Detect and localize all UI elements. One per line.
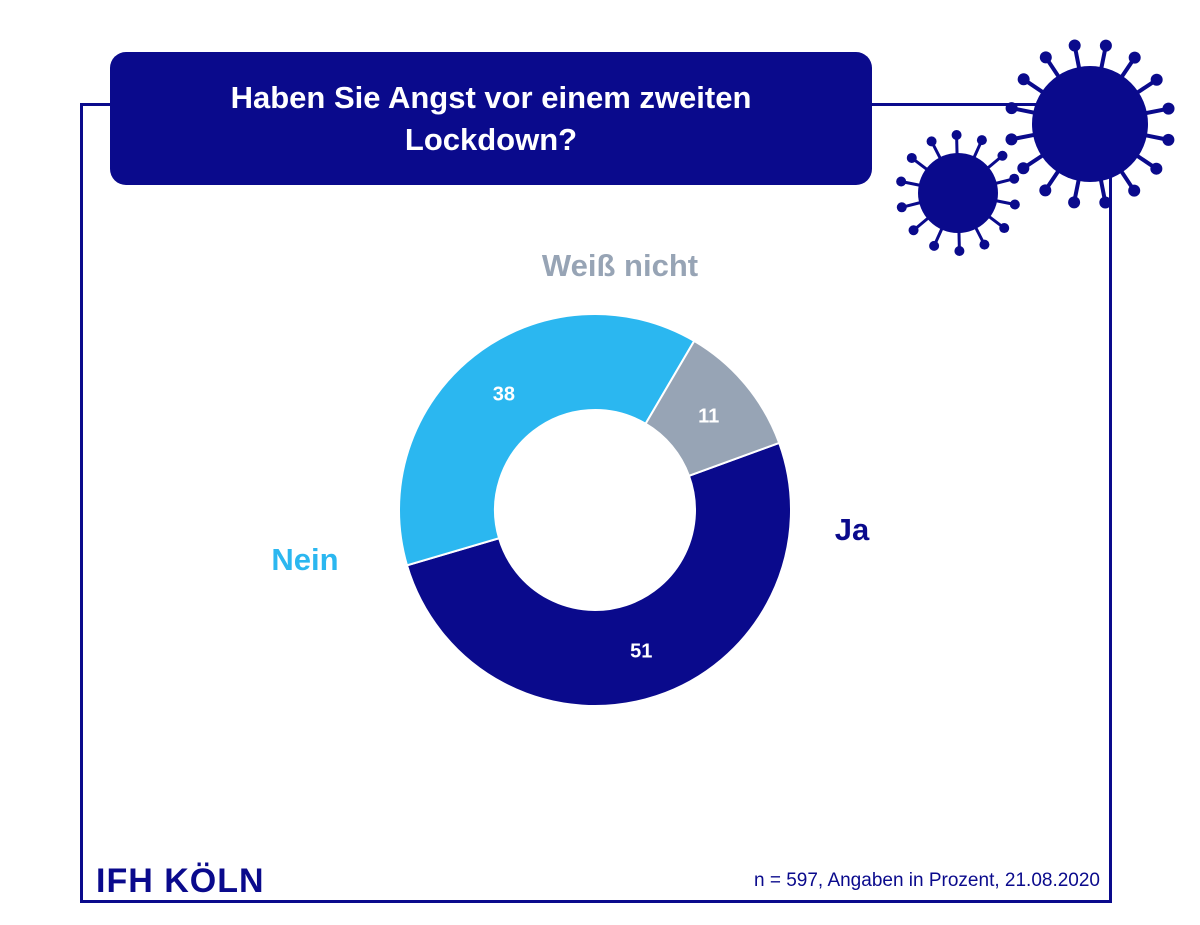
data-label: 11: [698, 405, 719, 427]
virus-spike-knob: [1128, 51, 1141, 64]
virus-spike-knob: [1150, 73, 1163, 86]
virus-spike-knob: [1068, 39, 1081, 52]
virus-spike-knob: [906, 152, 917, 163]
virus-spike-knob: [1162, 102, 1175, 115]
data-label: 51: [630, 641, 652, 663]
donut-slice-nein: [398, 313, 696, 567]
virus-spike-knob: [997, 150, 1008, 161]
virus-spike-knob: [1099, 39, 1112, 52]
virus-spike-knob: [1150, 162, 1163, 175]
donut-slice-weiss-nicht: [644, 339, 781, 478]
virus-spike-knob: [1017, 162, 1030, 175]
virus-spike-knob: [1005, 133, 1018, 146]
virus-spike-knob: [896, 202, 907, 213]
virus-spike-knob: [1005, 102, 1018, 115]
virus-spike-knob: [896, 176, 907, 187]
chart-title: Haben Sie Angst vor einem zweiten Lockdo…: [230, 80, 752, 157]
virus-small-icon: [896, 130, 1020, 256]
virus-spike-knob: [929, 240, 940, 251]
virus-large-icon: [1005, 39, 1175, 209]
virus-spike-knob: [926, 136, 937, 147]
virus-spike-knob: [1009, 173, 1020, 184]
virus-spike-knob: [1068, 196, 1081, 209]
footnote: n = 597, Angaben in Prozent, 21.08.2020: [754, 870, 1100, 891]
virus-spike-knob: [979, 239, 990, 250]
category-label: Weiß nicht: [542, 248, 698, 283]
virus-spike-knob: [976, 135, 987, 146]
virus-spike-knob: [1039, 51, 1052, 64]
virus-spike-knob: [1099, 196, 1112, 209]
virus-spike-knob: [954, 245, 965, 256]
virus-spike-knob: [1162, 133, 1175, 146]
virus-spike-knob: [1128, 184, 1141, 197]
donut-slice-ja: [405, 441, 792, 707]
virus-spike-knob: [908, 225, 919, 236]
data-label: 38: [493, 383, 515, 405]
virus-spike-knob: [951, 130, 962, 141]
ifh-logo: IFH KÖLN: [96, 862, 265, 900]
virus-spike-knob: [999, 223, 1010, 234]
title-banner: Haben Sie Angst vor einem zweiten Lockdo…: [110, 52, 872, 185]
virus-spike-knob: [1039, 184, 1052, 197]
category-label: Nein: [271, 542, 338, 577]
virus-spike-knob: [1009, 199, 1020, 210]
virus-spike-knob: [1017, 73, 1030, 86]
category-label: Ja: [835, 512, 870, 547]
